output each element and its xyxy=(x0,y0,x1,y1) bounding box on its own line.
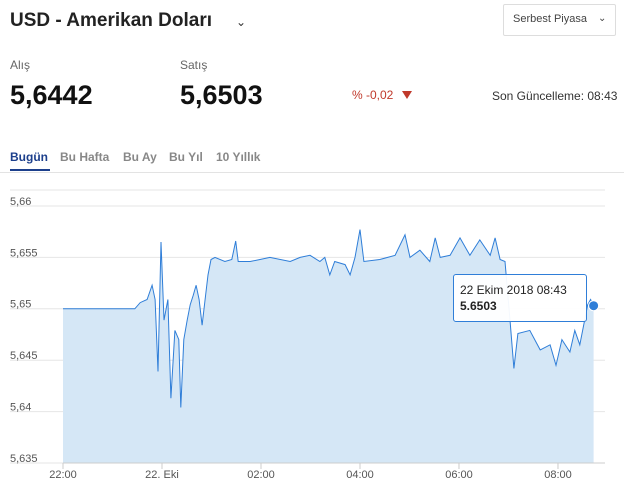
tab[interactable]: 10 Yıllık xyxy=(216,150,261,164)
tooltip-value: 5.6503 xyxy=(460,299,497,313)
market-name[interactable]: Serbest Piyasa xyxy=(513,13,587,25)
x-tick-label: 04:00 xyxy=(346,469,374,481)
title: USD - Amerikan Doları xyxy=(10,10,213,31)
x-tick-label: 08:00 xyxy=(544,469,572,481)
hover-point xyxy=(588,300,600,312)
last-update: Son Güncelleme: 08:43 xyxy=(492,89,618,103)
tooltip xyxy=(453,274,587,322)
x-tick-label: 06:00 xyxy=(445,469,473,481)
dropdown-caret[interactable]: ⌄ xyxy=(598,13,607,24)
divider xyxy=(0,172,624,173)
tab[interactable]: Bu Ay xyxy=(123,150,157,164)
y-tick-label: 5,635 xyxy=(10,453,38,465)
tab[interactable]: Bugün xyxy=(10,150,48,164)
x-tick-label: 02:00 xyxy=(247,469,275,481)
area xyxy=(63,229,594,463)
y-tick-label: 5,655 xyxy=(10,247,38,259)
y-tick-label: 5,645 xyxy=(10,350,38,362)
change: % -0,02 xyxy=(352,88,394,102)
tab-underline xyxy=(10,169,50,171)
y-tick-label: 5,66 xyxy=(10,196,31,208)
x-tick-label: 22. Eki xyxy=(145,469,179,481)
buy-label: Alış xyxy=(10,58,31,72)
tooltip-date: 22 Ekim 2018 08:43 xyxy=(460,283,567,297)
sell-label: Satış xyxy=(180,58,208,72)
title-caret[interactable]: ⌄ xyxy=(236,15,247,29)
down-arrow xyxy=(402,91,412,99)
buy-value: 5,6442 xyxy=(10,80,93,110)
y-tick-label: 5,65 xyxy=(10,299,31,311)
tab[interactable]: Bu Hafta xyxy=(60,150,110,164)
x-tick-label: 22:00 xyxy=(49,469,77,481)
y-tick-label: 5,64 xyxy=(10,402,31,414)
market-dropdown[interactable] xyxy=(503,4,616,36)
line xyxy=(63,229,595,408)
sell-value: 5,6503 xyxy=(180,80,263,110)
tab[interactable]: Bu Yıl xyxy=(169,150,203,164)
